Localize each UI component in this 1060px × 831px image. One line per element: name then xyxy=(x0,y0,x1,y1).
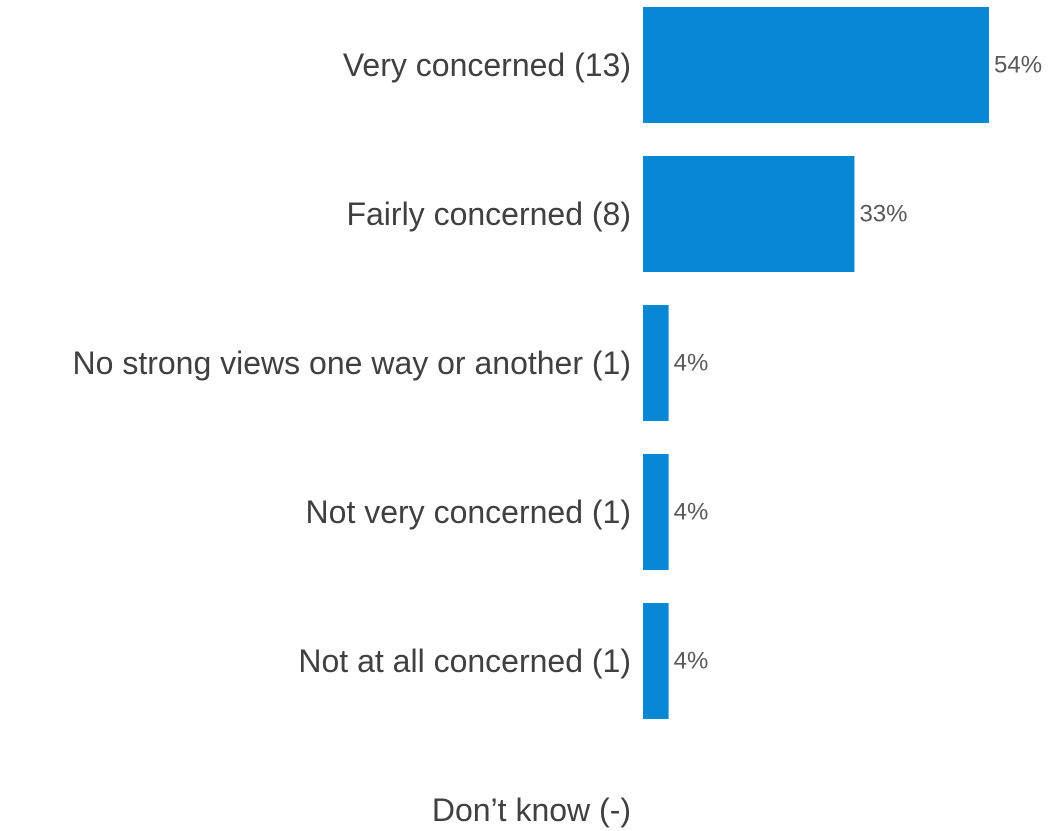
category-label: No strong views one way or another (1) xyxy=(73,345,631,381)
bar xyxy=(643,454,669,570)
bar xyxy=(643,7,989,123)
category-label: Not at all concerned (1) xyxy=(298,643,631,679)
bar xyxy=(643,603,669,719)
data-label: 33% xyxy=(859,201,907,228)
data-label: 4% xyxy=(674,648,709,675)
bar xyxy=(643,156,855,272)
data-label: 4% xyxy=(674,499,709,526)
bar xyxy=(643,305,669,421)
data-label: 54% xyxy=(994,52,1042,79)
category-label: Very concerned (13) xyxy=(343,47,631,83)
category-label: Don’t know (-) xyxy=(432,792,631,828)
data-label: 4% xyxy=(674,350,709,377)
category-label: Not very concerned (1) xyxy=(306,494,631,530)
category-label: Fairly concerned (8) xyxy=(346,196,631,232)
